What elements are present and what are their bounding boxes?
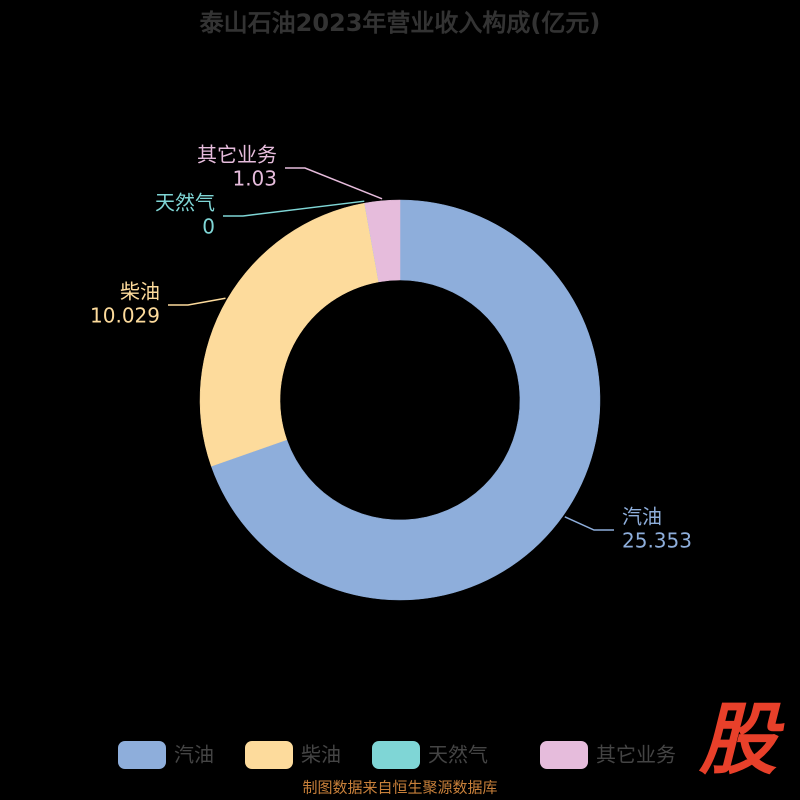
slice-label: 其它业务: [197, 143, 277, 167]
legend-label: 天然气: [428, 743, 488, 767]
source-note: 制图数据来自恒生聚源数据库: [302, 779, 497, 797]
slice-label: 汽油: [622, 505, 662, 529]
donut-slice: [199, 202, 380, 467]
legend-label: 其它业务: [596, 743, 676, 767]
legend-swatch: [540, 741, 588, 769]
chart-title: 泰山石油2023年营业收入构成(亿元): [200, 9, 601, 37]
slice-label: 柴油: [120, 280, 160, 304]
slice-value: 10.029: [90, 304, 160, 328]
slice-label: 天然气: [155, 191, 215, 215]
donut-slice: [364, 199, 401, 283]
logo: 股: [698, 695, 785, 785]
slice-value: 1.03: [232, 167, 277, 191]
leader-line: [564, 516, 614, 531]
legend-swatch: [372, 741, 420, 769]
donut-slice: [210, 199, 601, 601]
leader-line: [168, 297, 226, 306]
legend-swatch: [245, 741, 293, 769]
slice-value: 0: [202, 215, 215, 239]
leader-line: [223, 200, 365, 217]
legend-label: 汽油: [174, 743, 214, 767]
legend-label: 柴油: [301, 743, 341, 767]
legend-swatch: [118, 741, 166, 769]
leader-line: [285, 167, 383, 200]
slice-value: 25.353: [622, 529, 692, 553]
